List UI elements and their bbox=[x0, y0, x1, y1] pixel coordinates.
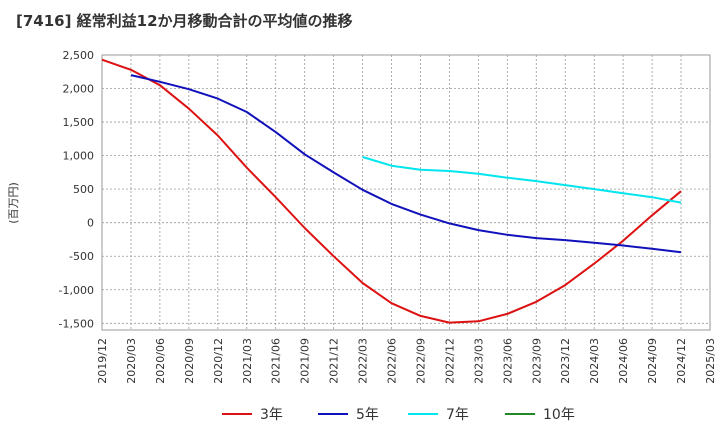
x-tick-label: 2024/03 bbox=[588, 338, 601, 384]
legend-label: 7年 bbox=[446, 407, 469, 423]
x-tick-label: 2024/06 bbox=[617, 338, 630, 384]
x-tick-label: 2021/03 bbox=[241, 338, 254, 384]
chart-title: [7416] 経常利益12か月移動合計の平均値の推移 bbox=[16, 12, 353, 30]
y-tick-label: -500 bbox=[69, 250, 94, 263]
x-tick-label: 2021/06 bbox=[270, 338, 283, 384]
x-tick-label: 2022/12 bbox=[443, 338, 456, 384]
x-tick-label: 2020/12 bbox=[212, 338, 225, 384]
legend-label: 10年 bbox=[543, 407, 575, 423]
plot-area-frame bbox=[101, 54, 711, 331]
y-tick-label: 0 bbox=[87, 217, 94, 230]
y-tick-label: 2,000 bbox=[63, 83, 95, 96]
x-tick-label: 2022/09 bbox=[414, 338, 427, 384]
x-tick-label: 2023/12 bbox=[559, 338, 572, 384]
y-tick-label: 500 bbox=[73, 183, 94, 196]
y-tick-label: -1,000 bbox=[59, 284, 94, 297]
x-tick-label: 2020/06 bbox=[154, 338, 167, 384]
x-tick-label: 2022/03 bbox=[357, 338, 370, 384]
x-tick-label: 2020/03 bbox=[125, 338, 138, 384]
y-tick-label: -1,500 bbox=[59, 317, 94, 330]
x-tick-label: 2019/12 bbox=[96, 338, 109, 384]
x-tick-label: 2024/12 bbox=[675, 338, 688, 384]
legend: 3年 5年 7年 10年 bbox=[222, 407, 575, 423]
x-tick-label: 2022/06 bbox=[386, 338, 399, 384]
y-tick-label: 2,500 bbox=[63, 49, 95, 62]
x-tick-label: 2023/06 bbox=[501, 338, 514, 384]
y-tick-label: 1,000 bbox=[63, 150, 95, 163]
x-tick-label: 2021/12 bbox=[328, 338, 341, 384]
y-axis-ticks: 2,500 2,000 1,500 1,000 500 0 -500 -1,000 -1,500 bbox=[59, 49, 94, 330]
y-axis-label: (百万円) bbox=[7, 182, 20, 224]
x-tick-label: 2020/09 bbox=[183, 338, 196, 384]
x-tick-label: 2024/09 bbox=[646, 338, 659, 384]
series-line bbox=[130, 74, 682, 254]
series-lines bbox=[101, 58, 682, 324]
x-tick-label: 2023/09 bbox=[530, 338, 543, 384]
y-tick-label: 1,500 bbox=[63, 116, 95, 129]
x-axis-ticks: 2019/12 2020/03 2020/06 2020/09 2020/12 2021/… bbox=[96, 338, 717, 384]
x-tick-label: 2025/03 bbox=[704, 338, 717, 384]
x-tick-label: 2023/03 bbox=[472, 338, 485, 384]
legend-label: 3年 bbox=[260, 407, 283, 423]
series-line bbox=[362, 156, 682, 204]
x-tick-label: 2021/09 bbox=[299, 338, 312, 384]
legend-label: 5年 bbox=[356, 407, 379, 423]
series-line bbox=[101, 58, 682, 324]
